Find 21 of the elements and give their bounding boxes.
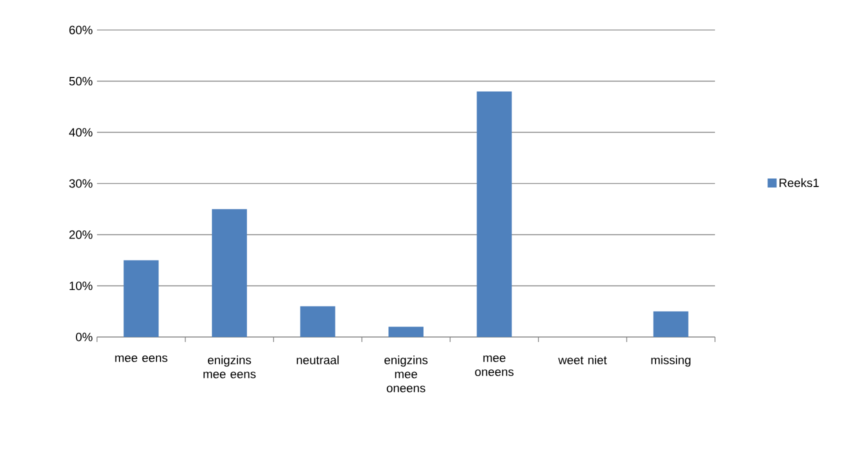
- y-tick-label: 20%: [69, 230, 92, 239]
- x-tick-label: enigzins mee oneens: [384, 355, 428, 392]
- x-tick-label: mee oneens: [475, 355, 514, 376]
- y-tick-label: 50%: [69, 76, 92, 86]
- y-tick-label: 10%: [70, 282, 92, 290]
- bar: [476, 91, 512, 337]
- y-tick-label: 60%: [69, 26, 92, 34]
- x-tick-label: enigzins mee eens: [204, 355, 256, 378]
- bar: [212, 209, 247, 337]
- bar: [124, 260, 159, 337]
- bar: [300, 306, 336, 337]
- bar: [653, 311, 688, 337]
- y-tick-label: 0%: [76, 332, 92, 342]
- x-tick-label: missing: [651, 355, 690, 367]
- legend-label: Reeks1: [780, 178, 819, 188]
- y-tick-label: 30%: [69, 179, 92, 188]
- bar: [388, 326, 424, 337]
- x-tick-label: neutraal: [296, 355, 339, 364]
- x-tick-label: mee eens: [115, 355, 168, 362]
- x-tick-label: weet niet: [558, 355, 607, 364]
- y-tick-label: 40%: [69, 128, 92, 137]
